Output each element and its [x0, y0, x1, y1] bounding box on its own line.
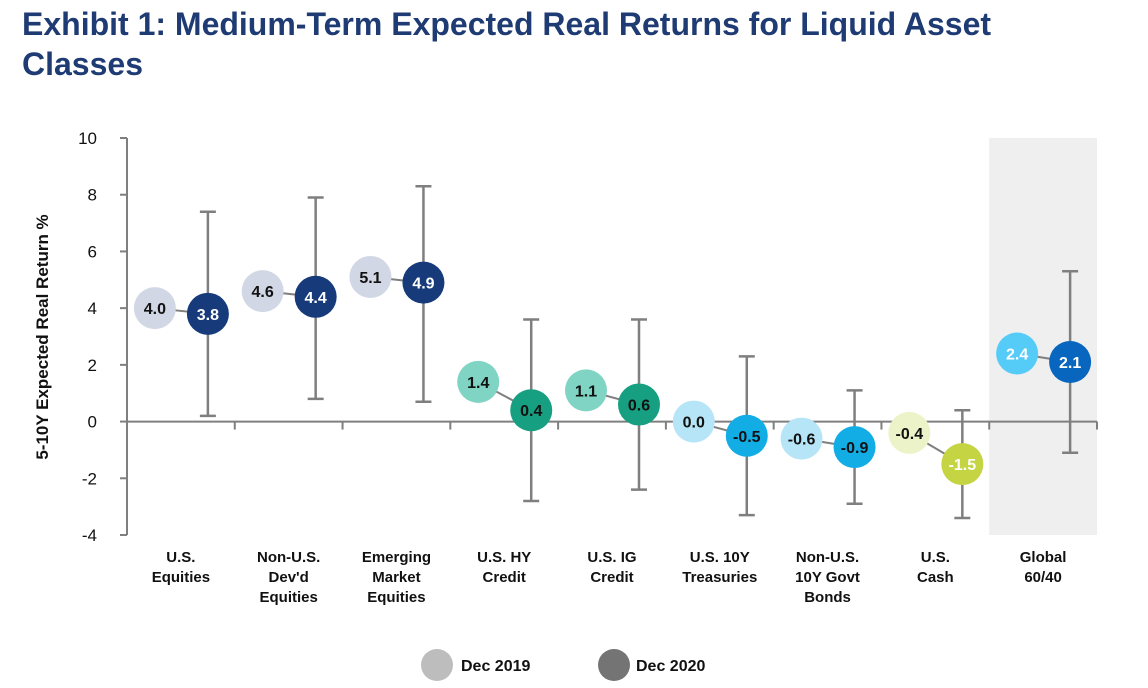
data-label-dec-2019: 0.0	[683, 415, 705, 432]
x-category-label: U.S.	[166, 549, 195, 566]
x-category-label: Equities	[259, 589, 317, 606]
dot-dec-2019	[672, 400, 715, 443]
dot-dec-2019	[241, 270, 284, 313]
dot-dec-2020	[402, 261, 445, 304]
x-category-label: Global	[1020, 549, 1067, 566]
x-category-label: Non-U.S.	[796, 549, 859, 566]
dot-dec-2020	[186, 292, 229, 335]
x-category-label: Dev'd	[269, 569, 309, 586]
x-category-label: Credit	[483, 569, 526, 586]
legend-label-dec-2020: Dec 2020	[636, 658, 705, 675]
data-label-dec-2020: 0.6	[628, 398, 650, 415]
y-tick-label: 0	[88, 413, 97, 432]
x-category-label: Equities	[367, 589, 425, 606]
data-label-dec-2019: 4.6	[252, 284, 274, 301]
x-category-label: Cash	[917, 569, 954, 586]
dot-dec-2020	[1049, 341, 1092, 384]
data-label-dec-2020: -1.5	[949, 457, 977, 474]
x-category-label: Bonds	[804, 589, 851, 606]
x-category-label: U.S. IG	[587, 549, 636, 566]
x-category-label: Equities	[152, 569, 210, 586]
data-label-dec-2019: 4.0	[144, 301, 166, 318]
data-label-dec-2020: 4.9	[412, 276, 434, 293]
dot-dec-2020	[294, 275, 337, 318]
legend-swatch-dec-2019	[421, 649, 453, 681]
x-category-label: U.S.	[921, 549, 950, 566]
data-label-dec-2020: -0.5	[733, 429, 761, 446]
y-tick-label: 4	[88, 299, 97, 318]
y-tick-label: 2	[88, 356, 97, 375]
dot-dec-2020	[510, 389, 553, 432]
dot-dec-2020	[833, 426, 876, 469]
dot-dec-2019	[888, 411, 931, 454]
data-label-dec-2020: 2.1	[1059, 355, 1081, 372]
y-tick-label: 10	[78, 129, 97, 148]
dot-dec-2019	[457, 360, 500, 403]
dot-dec-2019	[996, 332, 1039, 375]
dot-dec-2019	[349, 255, 392, 298]
x-category-label: Treasuries	[682, 569, 757, 586]
x-category-label: 10Y Govt	[795, 569, 860, 586]
data-label-dec-2019: 1.4	[467, 375, 489, 392]
dot-dec-2020	[941, 443, 984, 486]
y-axis-label: 5-10Y Expected Real Return %	[33, 214, 52, 459]
x-category-label: Market	[372, 569, 420, 586]
legend-swatch-dec-2020	[598, 649, 630, 681]
legend: Dec 2019 Dec 2020	[421, 649, 705, 681]
data-label-dec-2019: -0.4	[896, 426, 924, 443]
data-label-dec-2019: 1.1	[575, 383, 597, 400]
dot-dec-2020	[725, 414, 768, 457]
y-tick-label: 8	[88, 186, 97, 205]
dot-dec-2019	[133, 287, 176, 330]
x-category-label: Emerging	[362, 549, 431, 566]
x-category-label: Non-U.S.	[257, 549, 320, 566]
y-tick-label: -2	[82, 469, 97, 488]
dot-dec-2019	[780, 417, 823, 460]
dot-dec-2019	[565, 369, 607, 412]
data-label-dec-2019: 2.4	[1006, 347, 1028, 364]
y-tick-label: 6	[88, 242, 97, 261]
x-category-label: Credit	[590, 569, 633, 586]
x-category-label: U.S. 10Y	[690, 549, 750, 566]
data-label-dec-2020: 4.4	[305, 290, 327, 307]
data-label-dec-2020: -0.9	[841, 440, 869, 457]
data-label-dec-2019: -0.6	[788, 432, 816, 449]
data-label-dec-2020: 0.4	[520, 403, 542, 420]
data-label-dec-2020: 3.8	[197, 307, 219, 324]
dot-dec-2020	[618, 383, 660, 426]
x-category-label: U.S. HY	[477, 549, 531, 566]
y-tick-label: -4	[82, 526, 97, 545]
data-label-dec-2019: 5.1	[359, 270, 381, 287]
chart-title: Exhibit 1: Medium-Term Expected Real Ret…	[22, 6, 992, 82]
legend-label-dec-2019: Dec 2019	[461, 658, 530, 675]
x-category-label: 60/40	[1024, 569, 1062, 586]
